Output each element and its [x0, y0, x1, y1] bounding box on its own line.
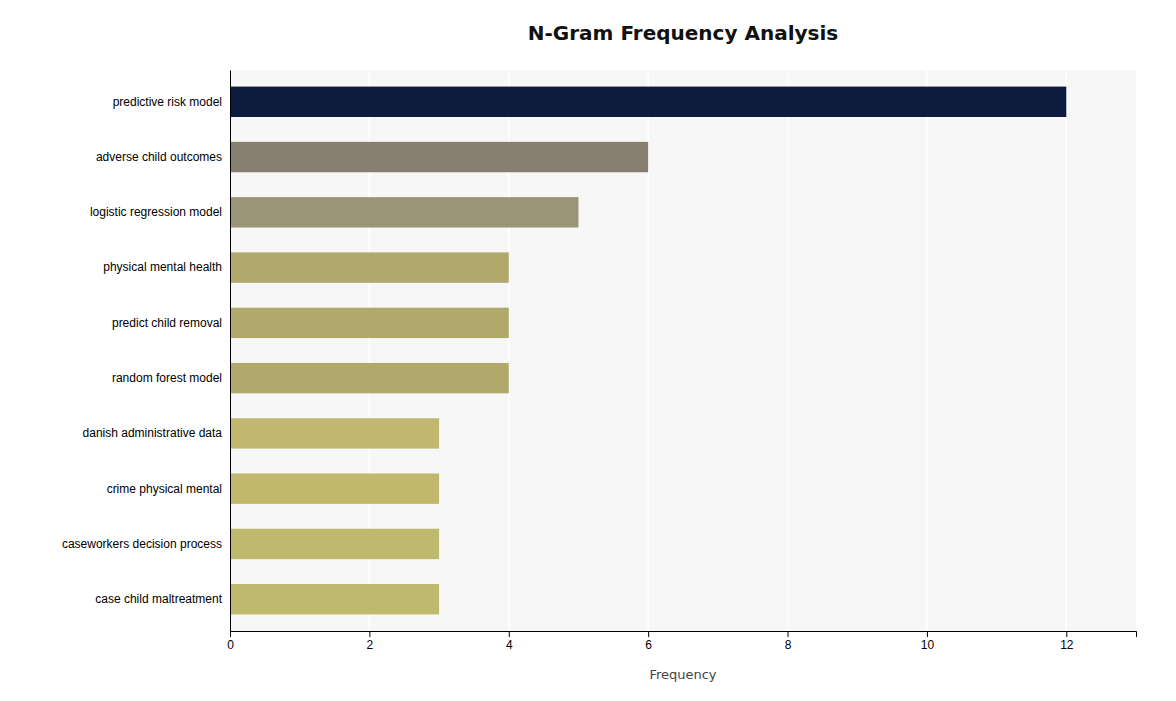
x-tick-mark — [509, 631, 510, 637]
x-tick: 0 — [227, 631, 234, 652]
grid — [230, 70, 1066, 631]
x-tick-label: 12 — [1060, 638, 1074, 652]
y-tick-label: caseworkers decision process — [62, 537, 222, 551]
x-tick-label: 2 — [367, 638, 374, 652]
bar — [230, 529, 439, 559]
y-tick-label: predictive risk model — [113, 95, 222, 109]
y-tick: danish administrative data — [83, 426, 230, 440]
x-tick-mark — [369, 631, 370, 637]
y-tick-label: case child maltreatment — [95, 592, 222, 606]
x-tick-label: 8 — [785, 638, 792, 652]
x-axis-title: Frequency — [649, 667, 716, 682]
grid-line — [229, 70, 231, 631]
y-tick: case child maltreatment — [95, 592, 230, 606]
x-tick: 10 — [921, 631, 935, 652]
bar — [230, 363, 509, 393]
y-tick: predictive risk model — [113, 95, 230, 109]
chart-container: 0 2 4 6 8 10 12 case child maltreatment casework… — [0, 0, 1176, 701]
x-tick: 8 — [785, 631, 792, 652]
plot: 0 2 4 6 8 10 12 case child maltreatment casework… — [62, 70, 1137, 652]
bars — [230, 87, 1066, 615]
x-tick: 12 — [1060, 631, 1074, 652]
y-tick: logistic regression model — [90, 205, 230, 219]
chart-title: N-Gram Frequency Analysis — [528, 21, 838, 45]
bar — [230, 584, 439, 614]
y-tick: random forest model — [112, 371, 230, 385]
y-tick: crime physical mental — [107, 482, 230, 496]
y-tick-label: danish administrative data — [83, 426, 223, 440]
y-tick-label: random forest model — [112, 371, 222, 385]
y-tick: predict child removal — [112, 316, 230, 330]
x-tick-mark — [230, 631, 231, 637]
x-tick-label: 6 — [645, 638, 652, 652]
x-tick-label: 0 — [227, 638, 234, 652]
bar — [230, 197, 578, 227]
y-tick-label: adverse child outcomes — [96, 150, 222, 164]
y-tick-label: crime physical mental — [107, 482, 222, 496]
bar — [230, 308, 509, 338]
x-axis-line — [231, 632, 1137, 638]
grid-line — [1066, 70, 1068, 631]
bar — [230, 473, 439, 503]
x-tick-mark — [1066, 631, 1067, 637]
chart-svg: 0 2 4 6 8 10 12 case child maltreatment casework… — [0, 0, 1176, 701]
y-tick: caseworkers decision process — [62, 537, 230, 551]
bar — [230, 252, 509, 282]
grid-line — [926, 70, 928, 631]
x-tick-mark — [927, 631, 928, 637]
y-axis: case child maltreatment caseworkers decis… — [62, 71, 231, 632]
bar — [230, 142, 648, 172]
y-tick-label: predict child removal — [112, 316, 222, 330]
grid-line — [787, 70, 789, 631]
bar — [230, 418, 439, 448]
x-tick: 4 — [506, 631, 513, 652]
x-tick: 6 — [645, 631, 652, 652]
y-axis-line — [230, 71, 231, 632]
x-axis: 0 2 4 6 8 10 12 — [227, 631, 1136, 652]
y-tick-label: logistic regression model — [90, 205, 222, 219]
x-tick-mark — [648, 631, 649, 637]
bar — [230, 87, 1066, 117]
y-tick: adverse child outcomes — [96, 150, 230, 164]
x-tick: 2 — [367, 631, 374, 652]
y-tick: physical mental health — [103, 260, 230, 274]
x-tick-label: 10 — [921, 638, 935, 652]
plot-background — [230, 70, 1136, 631]
x-tick-label: 4 — [506, 638, 513, 652]
x-tick-mark — [788, 631, 789, 637]
y-tick-label: physical mental health — [103, 260, 222, 274]
